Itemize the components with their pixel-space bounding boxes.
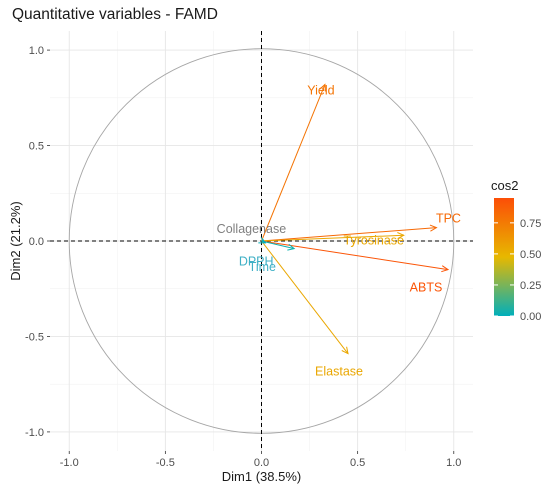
- x-tick-label: -0.5: [156, 457, 175, 469]
- x-tick-label: 1.0: [446, 457, 461, 469]
- x-axis-ticks: -1.0 -0.5 0.0 0.5 1.0: [60, 451, 461, 469]
- y-tick-label: 0.0: [29, 236, 44, 248]
- colorbar-legend: cos2 0.00 0.25 0.50 0.75: [491, 178, 541, 323]
- colorbar-tick-label: 0.75: [520, 218, 541, 230]
- arrow-elastase: [261, 240, 349, 354]
- label-time: Time: [249, 260, 276, 274]
- colorbar-tick-label: 0.25: [520, 280, 541, 292]
- arrowhead-tyrosinase: [397, 232, 405, 240]
- x-axis-title: Dim1 (38.5%): [222, 469, 301, 484]
- arrow-tpc: [261, 227, 437, 242]
- colorbar-ticks: 0.00 0.25 0.50 0.75: [494, 218, 541, 323]
- label-elastase: Elastase: [315, 365, 363, 379]
- y-tick-label: -0.5: [25, 331, 44, 343]
- arrow-dpph: [261, 240, 295, 250]
- y-axis-title: Dim2 (21.2%): [8, 201, 23, 280]
- colorbar-gradient: [494, 198, 514, 316]
- chart-title: Quantitative variables - FAMD: [12, 6, 218, 23]
- arrow-yield: [261, 84, 326, 242]
- label-yield: Yield: [307, 83, 334, 97]
- colorbar-tick-label: 0.00: [520, 311, 541, 323]
- arrowhead-dpph: [287, 243, 296, 251]
- arrow-tyrosinase: [261, 234, 404, 242]
- y-tick-label: 0.5: [29, 141, 44, 153]
- y-tick-label: -1.0: [25, 427, 44, 439]
- label-collagenase: Collagenase: [217, 222, 287, 236]
- x-tick-label: -1.0: [60, 457, 79, 469]
- label-dpph: DPPH: [239, 255, 274, 269]
- arrowhead-elastase: [341, 346, 349, 355]
- arrow-abts: [261, 240, 449, 271]
- colorbar-title: cos2: [491, 178, 518, 193]
- x-tick-label: 0.5: [350, 457, 365, 469]
- arrowhead-abts: [441, 265, 450, 273]
- y-tick-label: 1.0: [29, 45, 44, 57]
- arrowhead-tpc: [429, 224, 438, 232]
- label-tpc: TPC: [436, 212, 461, 226]
- arrowhead-yield: [319, 83, 326, 92]
- colorbar-tick-label: 0.50: [520, 249, 541, 261]
- variable-labels: Yield TPC Tyrosinase ABTS Elastase Collagenas…: [217, 83, 461, 378]
- label-abts: ABTS: [410, 281, 443, 295]
- label-tyrosinase: Tyrosinase: [344, 233, 404, 247]
- variable-arrows: [258, 83, 450, 355]
- x-tick-label: 0.0: [254, 457, 269, 469]
- arrowhead-time: [258, 237, 267, 244]
- y-axis-ticks: -1.0 -0.5 0.0 0.5 1.0: [25, 45, 50, 439]
